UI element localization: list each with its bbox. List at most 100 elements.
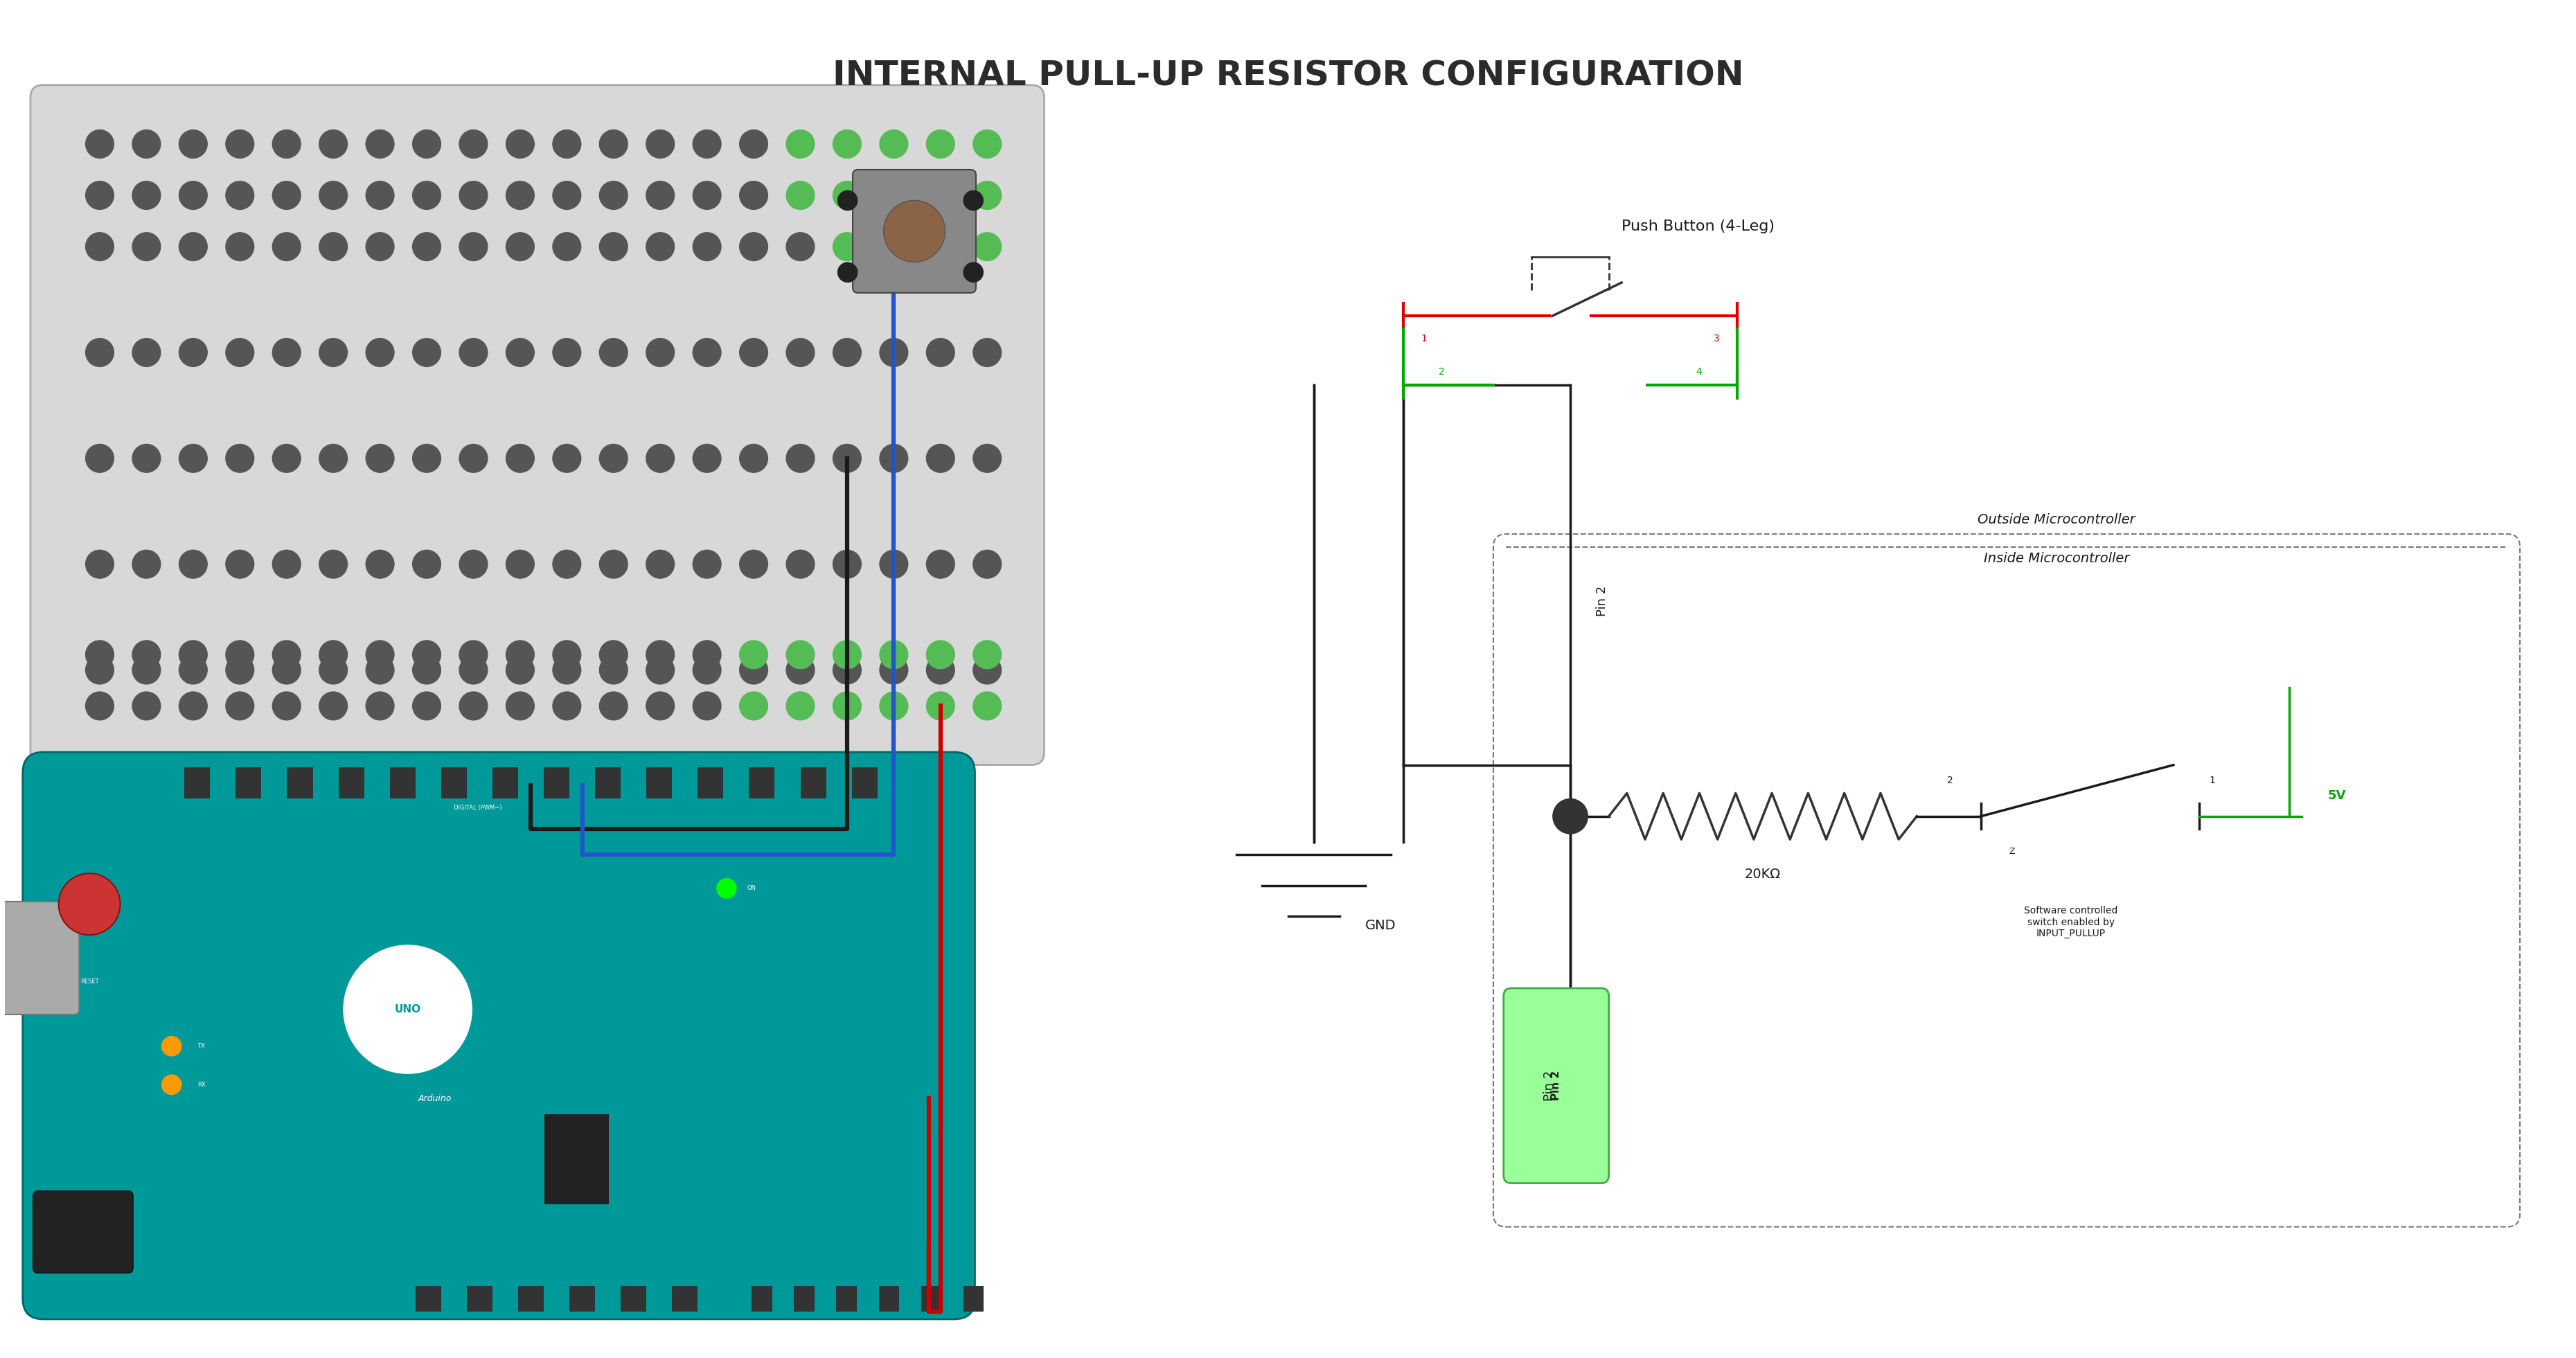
Circle shape xyxy=(786,130,814,158)
Circle shape xyxy=(178,338,206,367)
Text: 20KΩ: 20KΩ xyxy=(1744,868,1780,881)
Circle shape xyxy=(505,641,533,668)
Circle shape xyxy=(600,130,629,158)
Circle shape xyxy=(974,338,1002,367)
Circle shape xyxy=(786,550,814,579)
Circle shape xyxy=(974,691,1002,720)
Circle shape xyxy=(878,691,907,720)
Circle shape xyxy=(693,656,721,684)
Circle shape xyxy=(131,691,160,720)
Circle shape xyxy=(554,338,582,367)
Circle shape xyxy=(227,656,255,684)
Circle shape xyxy=(963,190,984,210)
Bar xyxy=(569,1286,595,1312)
Circle shape xyxy=(273,444,301,473)
Circle shape xyxy=(273,656,301,684)
Circle shape xyxy=(786,232,814,261)
Circle shape xyxy=(319,641,348,668)
FancyBboxPatch shape xyxy=(31,86,1043,765)
Circle shape xyxy=(554,691,582,720)
Circle shape xyxy=(554,444,582,473)
Circle shape xyxy=(85,232,113,261)
Circle shape xyxy=(693,232,721,261)
Circle shape xyxy=(878,232,907,261)
Circle shape xyxy=(343,945,471,1074)
Circle shape xyxy=(319,181,348,209)
Circle shape xyxy=(974,130,1002,158)
Circle shape xyxy=(739,444,768,473)
Circle shape xyxy=(786,641,814,668)
Bar xyxy=(752,1286,773,1312)
Circle shape xyxy=(878,444,907,473)
Circle shape xyxy=(319,550,348,579)
Circle shape xyxy=(59,873,121,934)
Circle shape xyxy=(319,444,348,473)
Circle shape xyxy=(693,130,721,158)
Circle shape xyxy=(786,656,814,684)
Circle shape xyxy=(927,641,956,668)
Circle shape xyxy=(178,181,206,209)
Text: 4: 4 xyxy=(1695,367,1703,378)
Circle shape xyxy=(178,232,206,261)
Circle shape xyxy=(459,130,487,158)
Circle shape xyxy=(131,444,160,473)
Circle shape xyxy=(273,181,301,209)
Bar xyxy=(647,767,672,799)
Circle shape xyxy=(85,444,113,473)
Bar xyxy=(185,767,211,799)
Bar xyxy=(415,1286,440,1312)
Circle shape xyxy=(716,879,737,899)
Bar xyxy=(698,767,724,799)
Circle shape xyxy=(85,550,113,579)
Circle shape xyxy=(786,444,814,473)
Circle shape xyxy=(647,338,675,367)
Circle shape xyxy=(693,550,721,579)
Circle shape xyxy=(878,550,907,579)
Circle shape xyxy=(739,338,768,367)
Circle shape xyxy=(505,338,533,367)
Circle shape xyxy=(459,232,487,261)
Circle shape xyxy=(178,641,206,668)
Circle shape xyxy=(927,338,956,367)
Circle shape xyxy=(366,130,394,158)
Circle shape xyxy=(131,550,160,579)
FancyBboxPatch shape xyxy=(33,1191,134,1272)
Circle shape xyxy=(693,181,721,209)
Circle shape xyxy=(600,232,629,261)
Circle shape xyxy=(505,232,533,261)
Bar xyxy=(389,767,415,799)
Text: ON: ON xyxy=(747,885,757,891)
Circle shape xyxy=(878,656,907,684)
Text: 3: 3 xyxy=(1713,334,1721,344)
Circle shape xyxy=(85,691,113,720)
Circle shape xyxy=(273,232,301,261)
Circle shape xyxy=(884,201,945,262)
Circle shape xyxy=(739,130,768,158)
Text: 1: 1 xyxy=(2208,775,2215,785)
Circle shape xyxy=(963,262,984,282)
Circle shape xyxy=(273,130,301,158)
Circle shape xyxy=(739,181,768,209)
Circle shape xyxy=(273,691,301,720)
Text: Outside Microcontroller: Outside Microcontroller xyxy=(1978,513,2136,527)
Circle shape xyxy=(739,550,768,579)
Circle shape xyxy=(412,232,440,261)
Bar xyxy=(621,1286,647,1312)
Circle shape xyxy=(554,641,582,668)
Circle shape xyxy=(878,181,907,209)
Circle shape xyxy=(832,181,860,209)
Circle shape xyxy=(600,641,629,668)
Circle shape xyxy=(974,444,1002,473)
Bar xyxy=(672,1286,698,1312)
Circle shape xyxy=(131,338,160,367)
Circle shape xyxy=(319,656,348,684)
Circle shape xyxy=(227,641,255,668)
FancyBboxPatch shape xyxy=(23,752,974,1319)
Circle shape xyxy=(505,181,533,209)
Circle shape xyxy=(739,691,768,720)
Circle shape xyxy=(878,641,907,668)
Circle shape xyxy=(412,130,440,158)
Circle shape xyxy=(647,130,675,158)
Circle shape xyxy=(85,181,113,209)
Text: 2: 2 xyxy=(1440,367,1445,378)
